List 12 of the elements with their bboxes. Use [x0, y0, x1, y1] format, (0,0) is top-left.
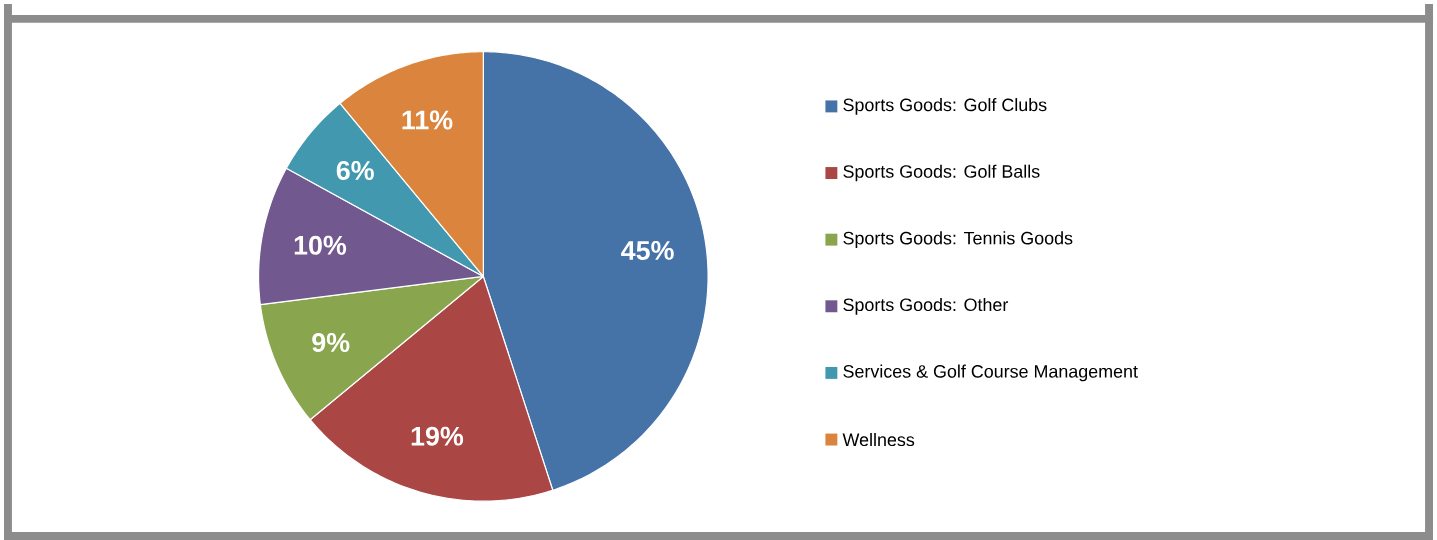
data-label: 45%: [621, 240, 674, 260]
legend-label: Services & Golf Course Management: [843, 364, 1138, 382]
legend-label: Sports Goods: Golf Balls: [843, 164, 1040, 182]
data-label: 6%: [336, 160, 374, 180]
data-label: 10%: [294, 235, 347, 255]
data-label: 11%: [402, 110, 453, 130]
legend-label: Sports Goods: Tennis Goods: [843, 231, 1073, 248]
data-label: 9%: [312, 333, 350, 353]
legend-label: Sports Goods: Golf Clubs: [843, 98, 1047, 115]
legend-label: Wellness: [842, 432, 915, 447]
data-label: 19%: [411, 426, 464, 446]
legend-label: Sports Goods: Other: [843, 297, 1009, 315]
